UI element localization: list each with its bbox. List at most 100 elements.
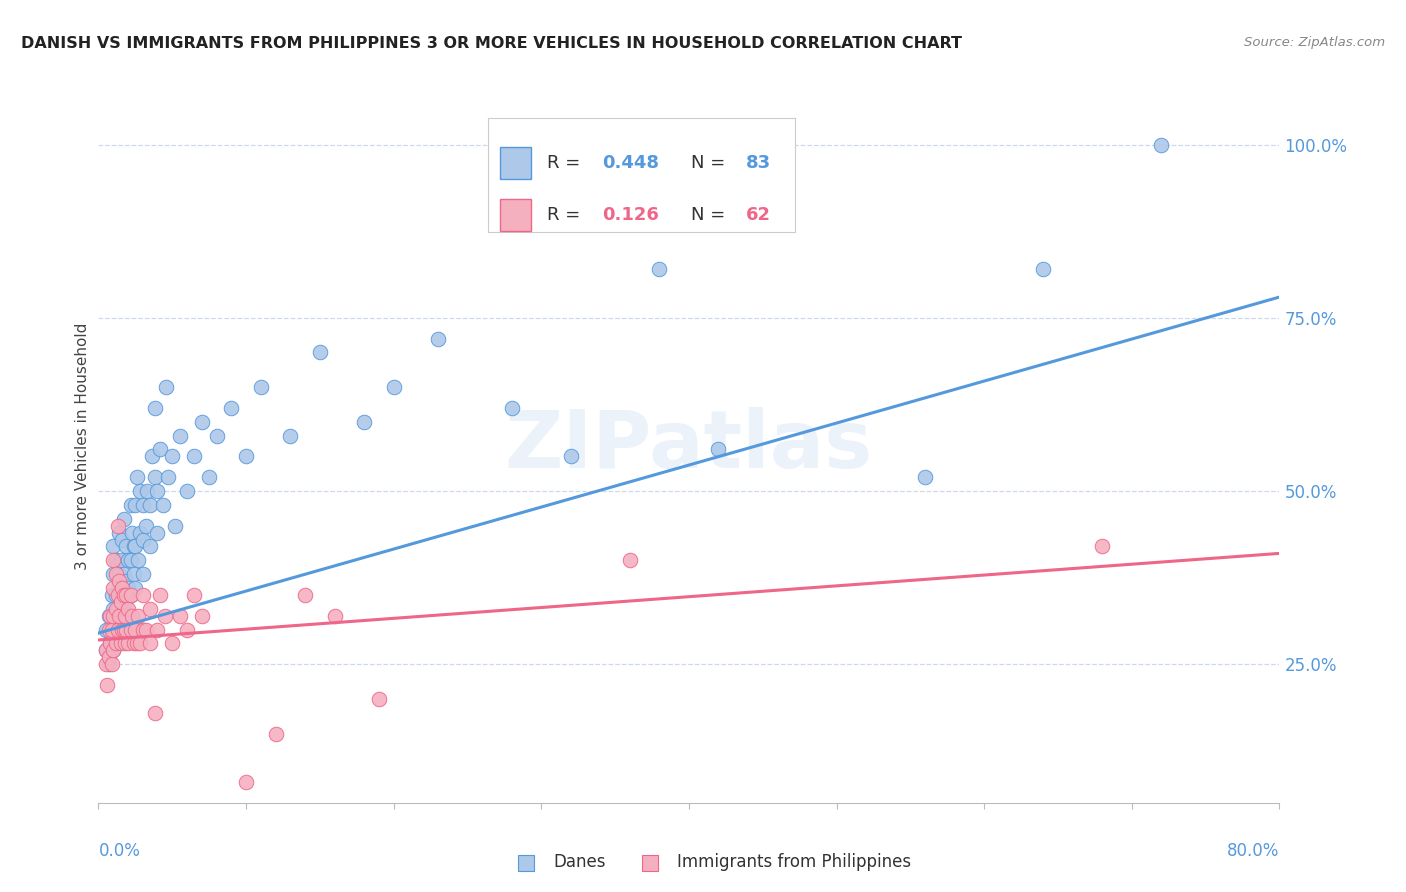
Point — [117, 602, 139, 616]
Point — [125, 636, 148, 650]
Point — [103, 567, 125, 582]
Point — [96, 678, 118, 692]
Point — [112, 588, 135, 602]
Point — [152, 498, 174, 512]
Point — [110, 595, 132, 609]
Point — [108, 525, 131, 540]
Point — [103, 553, 125, 567]
Point — [97, 623, 120, 637]
Point — [176, 483, 198, 498]
Point — [98, 608, 121, 623]
Point — [98, 636, 121, 650]
Point — [707, 442, 730, 457]
Point — [149, 588, 172, 602]
Point — [105, 553, 128, 567]
Point — [114, 595, 136, 609]
Point — [117, 553, 139, 567]
Point — [112, 567, 135, 582]
Text: Immigrants from Philippines: Immigrants from Philippines — [678, 853, 911, 871]
Point — [114, 636, 136, 650]
Point — [120, 588, 142, 602]
Point — [103, 581, 125, 595]
Point — [107, 623, 129, 637]
Point — [132, 623, 155, 637]
Point — [143, 706, 166, 720]
Point — [94, 623, 117, 637]
Y-axis label: 3 or more Vehicles in Household: 3 or more Vehicles in Household — [75, 322, 90, 570]
Point — [250, 380, 273, 394]
Point — [107, 602, 129, 616]
Point — [139, 636, 162, 650]
Point — [103, 643, 125, 657]
Point — [176, 623, 198, 637]
Point — [198, 470, 221, 484]
Point — [97, 657, 120, 672]
Point — [107, 588, 129, 602]
Point — [94, 643, 117, 657]
Point — [191, 415, 214, 429]
Point — [120, 623, 142, 637]
Point — [155, 380, 177, 394]
Point — [100, 657, 122, 672]
Point — [100, 623, 122, 637]
Point — [221, 401, 243, 415]
Point — [111, 581, 134, 595]
Point — [117, 581, 139, 595]
Point — [124, 581, 146, 595]
Point — [235, 775, 257, 789]
Point — [191, 608, 214, 623]
Point — [103, 608, 125, 623]
Point — [120, 553, 142, 567]
Point — [139, 540, 162, 554]
Point — [122, 567, 145, 582]
Point — [280, 428, 302, 442]
Point — [124, 540, 146, 554]
Point — [108, 567, 131, 582]
Point — [100, 623, 122, 637]
Point — [105, 636, 128, 650]
Point — [162, 450, 183, 464]
Point — [121, 608, 143, 623]
Point — [103, 602, 125, 616]
Point — [114, 608, 136, 623]
Point — [94, 657, 117, 672]
Point — [135, 623, 157, 637]
Point — [115, 623, 138, 637]
Point — [117, 608, 139, 623]
Point — [136, 483, 159, 498]
Point — [112, 623, 135, 637]
Point — [115, 574, 138, 588]
Point — [108, 574, 131, 588]
Point — [124, 623, 146, 637]
Point — [141, 450, 163, 464]
Point — [115, 588, 138, 602]
Point — [103, 643, 125, 657]
FancyBboxPatch shape — [517, 855, 534, 871]
Point — [128, 525, 150, 540]
Point — [98, 636, 121, 650]
Point — [143, 470, 166, 484]
Point — [107, 623, 129, 637]
Point — [97, 650, 120, 665]
Point — [146, 623, 169, 637]
Point — [264, 726, 287, 740]
Point — [153, 608, 176, 623]
Point — [323, 608, 346, 623]
Point — [368, 691, 391, 706]
Point — [114, 623, 136, 637]
Point — [97, 608, 120, 623]
Point — [108, 608, 131, 623]
Point — [146, 525, 169, 540]
Point — [110, 608, 132, 623]
Point — [169, 608, 191, 623]
Point — [139, 498, 162, 512]
Point — [94, 643, 117, 657]
Point — [111, 533, 134, 547]
Point — [619, 553, 641, 567]
Point — [110, 581, 132, 595]
Point — [115, 540, 138, 554]
Point — [105, 602, 128, 616]
Point — [143, 401, 166, 415]
Point — [121, 525, 143, 540]
Point — [135, 518, 157, 533]
